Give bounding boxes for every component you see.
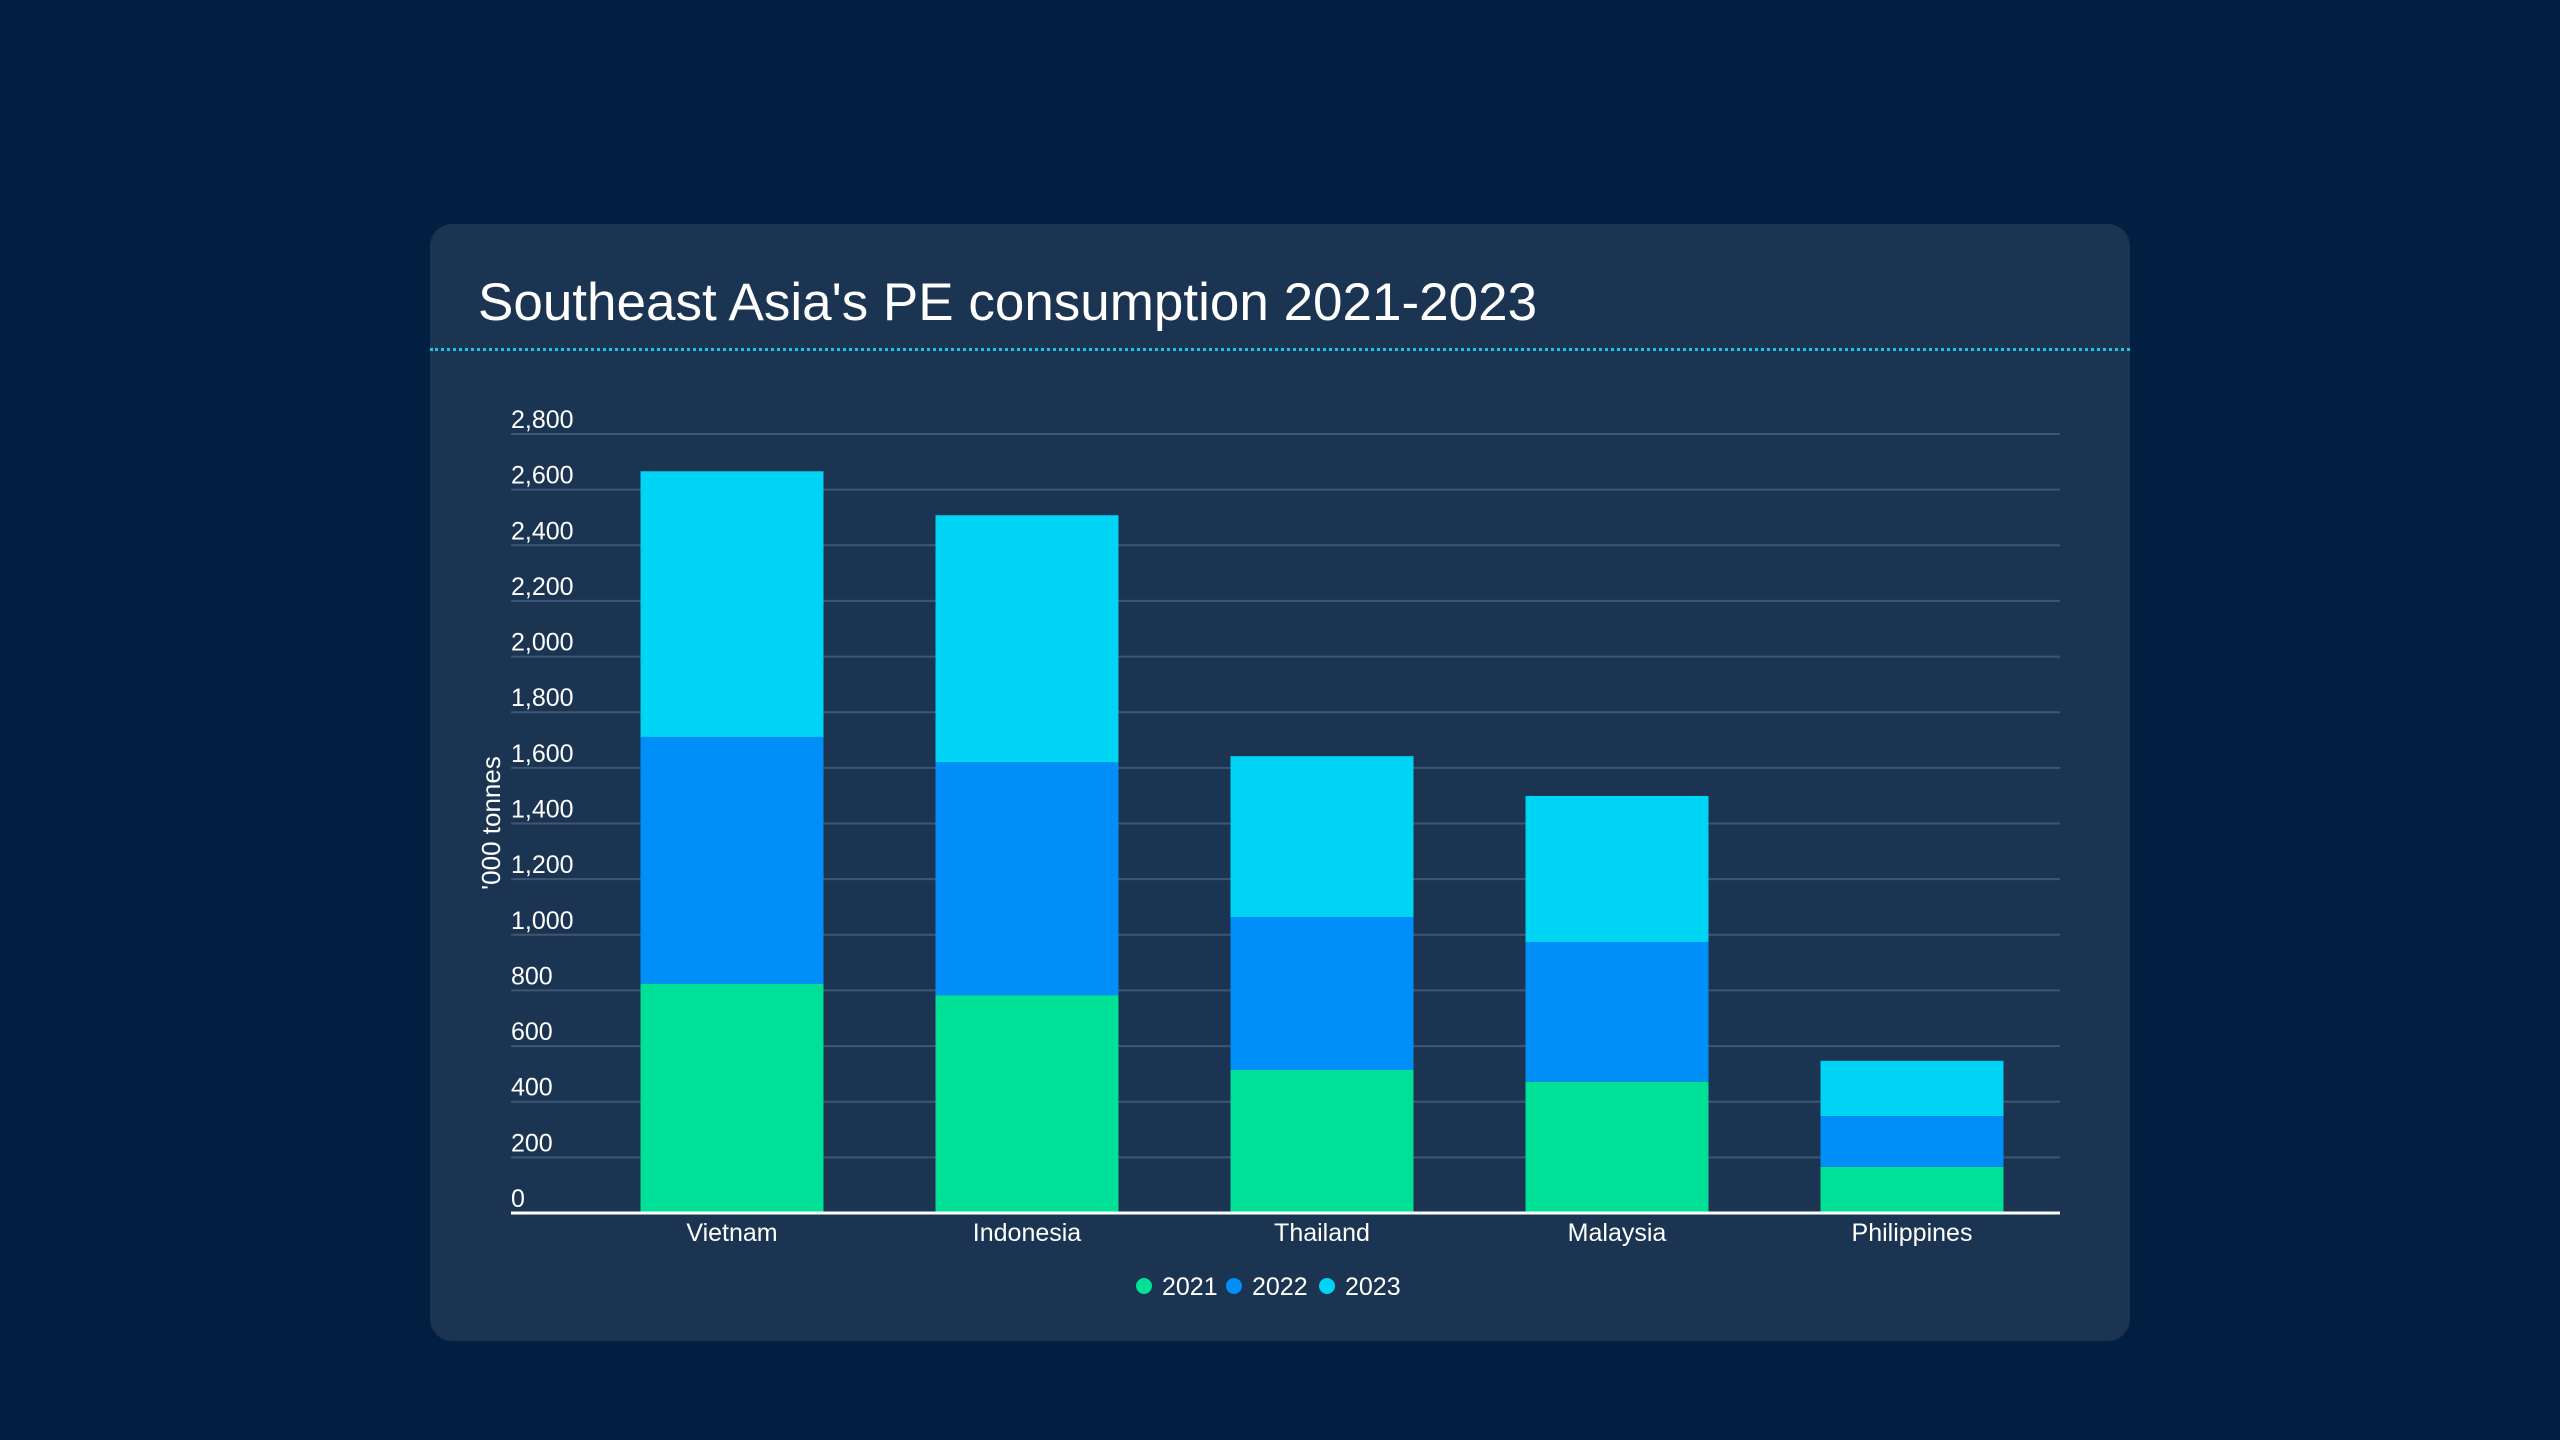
bar-malaysia-2023	[1525, 795, 1709, 943]
x-tick-label: Philippines	[1852, 1219, 1973, 1247]
y-tick-label: 800	[511, 962, 553, 990]
bar-philippines-2023	[1820, 1060, 2004, 1117]
legend-marker-2022	[1226, 1278, 1242, 1294]
legend-marker-2023	[1319, 1278, 1335, 1294]
y-tick-label: 1,000	[511, 907, 574, 935]
bar-vietnam-2023	[640, 471, 824, 737]
y-tick-label: 1,400	[511, 796, 574, 824]
y-tick-label: 0	[511, 1185, 525, 1213]
chart-title: Southeast Asia's PE consumption 2021-202…	[478, 273, 1538, 332]
bar-vietnam-2022	[640, 736, 824, 984]
bar-philippines-2021	[1820, 1166, 2004, 1213]
x-tick-label: Malaysia	[1568, 1219, 1667, 1247]
y-tick-label: 400	[511, 1074, 553, 1102]
y-tick-label: 2,800	[511, 406, 574, 434]
y-tick-label: 1,800	[511, 684, 574, 712]
legend-label: 2022	[1252, 1273, 1308, 1301]
bar-indonesia-2022	[935, 762, 1119, 996]
x-tick-label: Thailand	[1274, 1219, 1370, 1247]
y-tick-label: 600	[511, 1018, 553, 1046]
title-divider	[430, 348, 2130, 351]
y-tick-label: 1,600	[511, 740, 574, 768]
y-tick-label: 2,400	[511, 517, 574, 545]
x-tick-label: Indonesia	[973, 1219, 1082, 1247]
y-axis-title: '000 tonnes	[476, 756, 506, 890]
bar-thailand-2022	[1230, 916, 1414, 1070]
x-tick-label: Vietnam	[686, 1219, 777, 1247]
bar-thailand-2023	[1230, 756, 1414, 917]
y-tick-label: 2,200	[511, 573, 574, 601]
legend-label: 2023	[1345, 1273, 1401, 1301]
bar-thailand-2021	[1230, 1069, 1414, 1213]
y-tick-label: 200	[511, 1129, 553, 1157]
bar-philippines-2022	[1820, 1116, 2004, 1167]
bar-indonesia-2023	[935, 515, 1119, 763]
y-tick-label: 2,600	[511, 462, 574, 490]
legend-label: 2021	[1162, 1273, 1218, 1301]
bar-malaysia-2022	[1525, 942, 1709, 1082]
bar-malaysia-2021	[1525, 1081, 1709, 1213]
legend-marker-2021	[1136, 1278, 1152, 1294]
bar-indonesia-2021	[935, 995, 1119, 1213]
y-tick-label: 1,200	[511, 851, 574, 879]
bar-vietnam-2021	[640, 983, 824, 1213]
y-tick-label: 2,000	[511, 629, 574, 657]
